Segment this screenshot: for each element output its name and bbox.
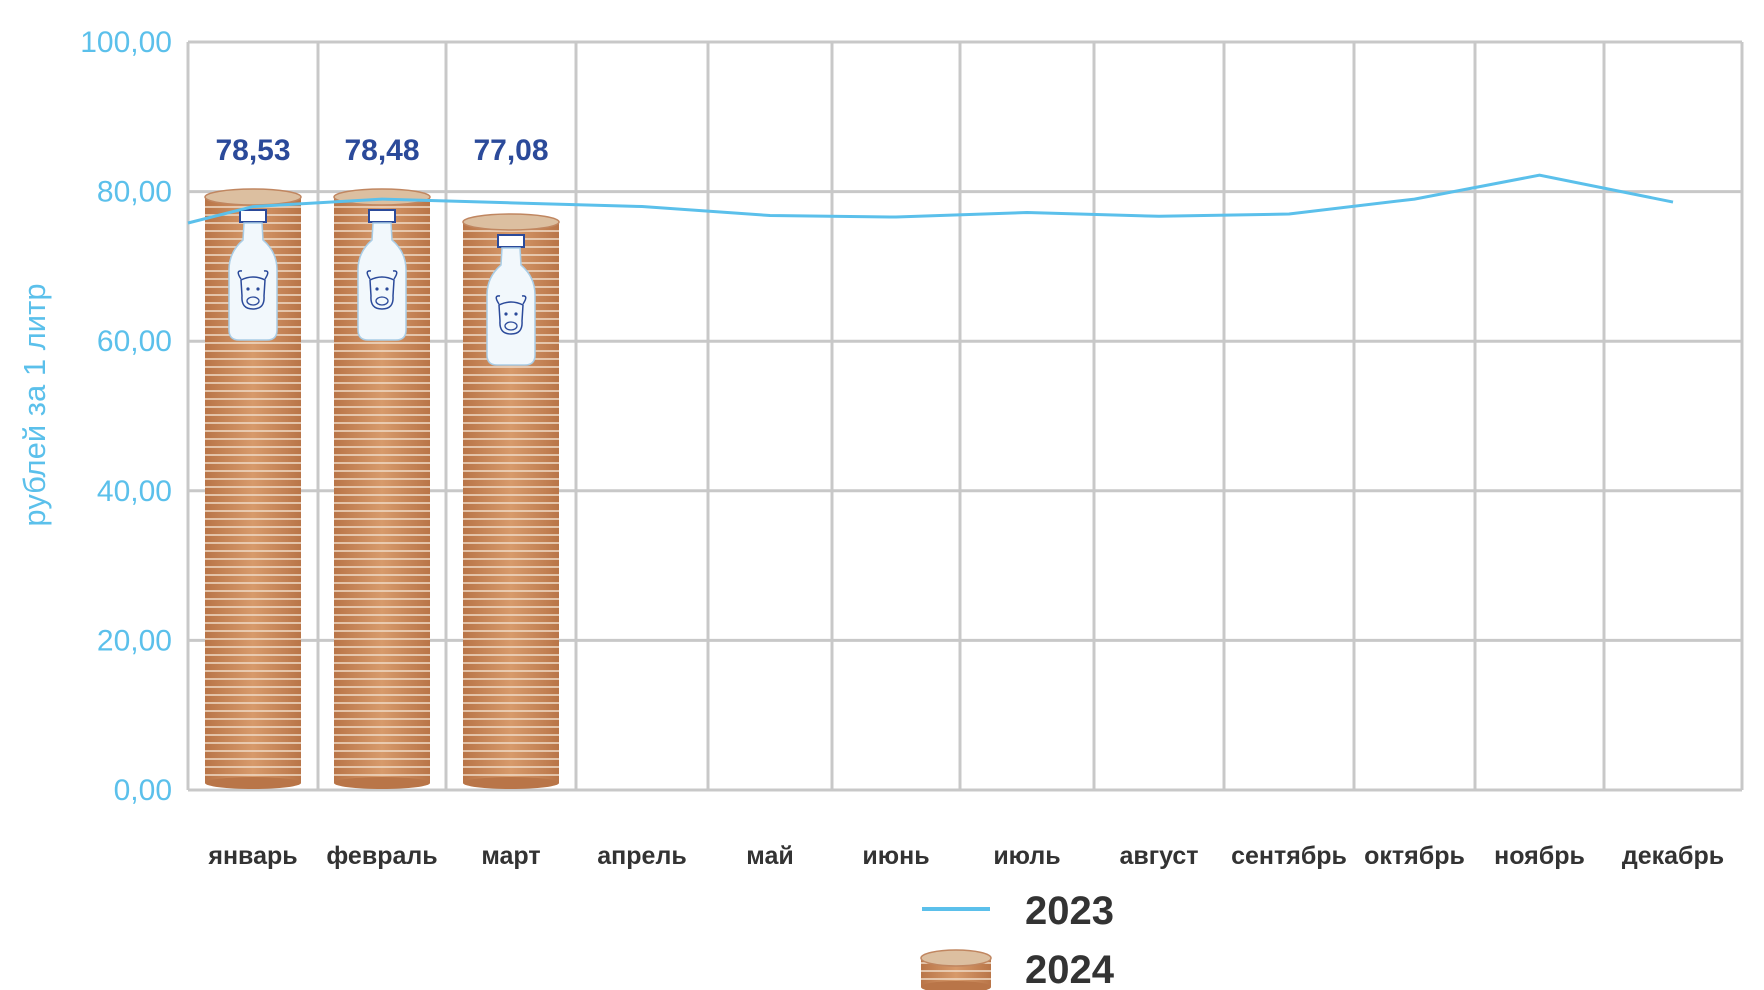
y-tick-label: 40,00 [97,475,172,508]
y-tick-label: 100,00 [80,26,172,59]
data-label: 78,53 [215,134,290,167]
x-tick-label: январь [207,842,297,870]
x-tick-label: апрель [597,842,686,870]
y-tick-label: 20,00 [97,624,172,657]
data-labels: 78,53 78,48 77,08 [215,134,548,167]
series-line-2023 [187,173,1674,225]
x-tick-label: март [481,842,540,870]
data-label: 78,48 [344,134,419,167]
y-axis-ticks: 0,00 20,00 40,00 60,00 80,00 100,00 [80,26,172,807]
line-2023 [187,173,1674,225]
legend-coin-swatch [920,949,992,990]
x-axis-ticks: январь февраль март апрель май июнь июль август… [207,842,1724,870]
x-tick-label: май [746,842,793,870]
milk-bottle-icon [486,234,536,366]
bar-2024 [333,188,431,789]
milk-bottle-icon [228,209,278,341]
y-axis-label: рублей за 1 литр [17,283,52,526]
legend: 2023 2024 [920,889,1115,990]
legend-coin-stack [920,949,992,990]
y-tick-label: 60,00 [97,325,172,358]
x-tick-label: август [1119,842,1198,870]
x-tick-label: ноябрь [1494,842,1585,870]
legend-label-2023: 2023 [1025,889,1114,933]
x-tick-label: декабрь [1622,842,1724,870]
grid [186,40,1744,792]
data-label: 77,08 [473,134,548,167]
x-tick-label: октябрь [1364,842,1465,870]
x-tick-label: июнь [862,842,929,870]
x-tick-label: июль [993,842,1060,870]
milk-bottle-icon [357,209,407,341]
x-tick-label: февраль [326,842,437,870]
legend-label-2024: 2024 [1025,948,1115,990]
y-tick-label: 80,00 [97,176,172,209]
bars-2024 [204,188,560,789]
y-tick-label: 0,00 [114,774,172,807]
x-tick-label: сентябрь [1231,842,1347,870]
